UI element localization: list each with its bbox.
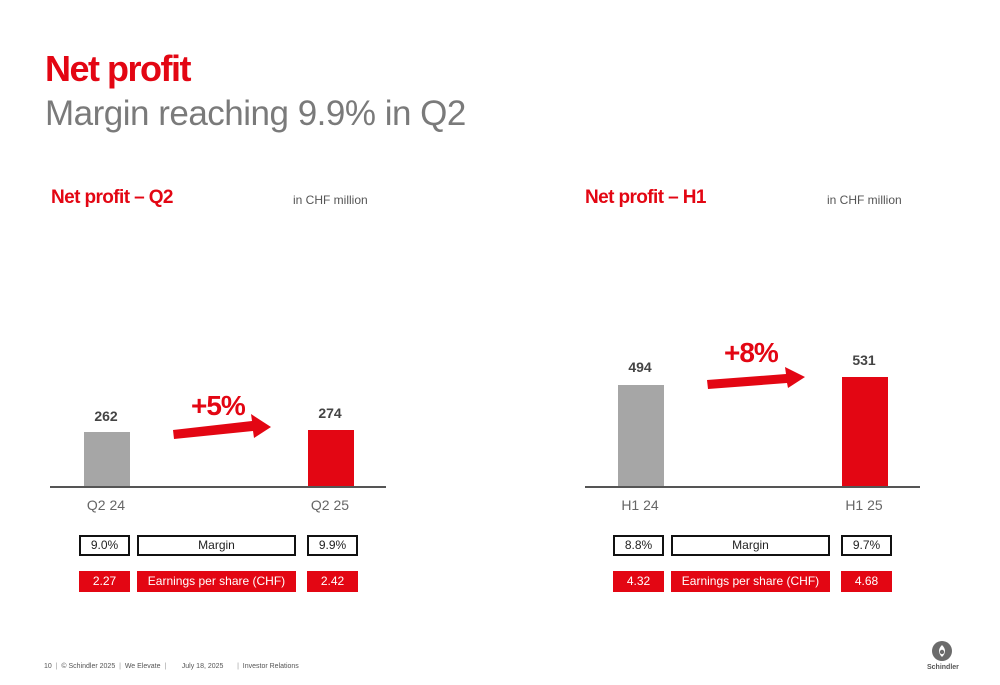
growth-label-q2: +5%: [191, 390, 246, 421]
footer: 10 | © Schindler 2025 | We Elevate | Jul…: [44, 663, 299, 670]
footer-department: Investor Relations: [242, 663, 299, 670]
margin-label: Margin: [671, 535, 830, 556]
eps-value: 2.42: [307, 571, 358, 592]
eps-label: Earnings per share (CHF): [671, 571, 830, 592]
eps-value: 4.68: [841, 571, 892, 592]
category-label: Q2 25: [310, 497, 350, 513]
bar-h1-25: [842, 377, 888, 486]
footer-separator: |: [164, 663, 167, 670]
growth-arrow-icon: [173, 414, 271, 439]
bar-value-label: 274: [318, 405, 342, 421]
bar-q2-24: [84, 432, 130, 486]
bar-value-label: 531: [852, 352, 876, 368]
bar-h1-24: [618, 385, 664, 486]
panel-title-h1: Net profit – H1: [585, 187, 706, 208]
unit-label-h1: in CHF million: [827, 193, 902, 207]
bar-q2-25: [308, 430, 354, 486]
category-label: H1 24: [621, 497, 659, 513]
margin-value: 9.9%: [307, 535, 358, 556]
eps-value: 4.32: [613, 571, 664, 592]
x-axis: [585, 486, 920, 488]
growth-arrow-icon: [707, 367, 805, 389]
page-title: Net profit: [45, 48, 191, 89]
footer-separator: |: [119, 663, 121, 670]
category-label: H1 25: [845, 497, 883, 513]
page-number: 10: [44, 663, 52, 670]
footer-copyright: © Schindler 2025: [61, 663, 116, 670]
x-axis: [50, 486, 386, 488]
category-label: Q2 24: [86, 497, 126, 513]
footer-separator: |: [55, 663, 58, 670]
margin-value: 9.7%: [841, 535, 892, 556]
footer-date: July 18, 2025: [181, 663, 224, 670]
footer-slogan: We Elevate: [124, 663, 161, 670]
margin-value: 8.8%: [613, 535, 664, 556]
eps-label: Earnings per share (CHF): [137, 571, 296, 592]
panel-title-q2: Net profit – Q2: [51, 187, 174, 208]
page-subtitle: Margin reaching 9.9% in Q2: [45, 94, 466, 133]
eps-value: 2.27: [79, 571, 130, 592]
margin-value: 9.0%: [79, 535, 130, 556]
schindler-logo-icon: [932, 641, 952, 661]
logo-text: Schindler: [927, 664, 959, 671]
growth-label-h1: +8%: [724, 337, 779, 368]
bar-value-label: 262: [94, 408, 118, 424]
unit-label-q2: in CHF million: [293, 193, 368, 207]
bar-value-label: 494: [628, 359, 652, 375]
margin-label: Margin: [137, 535, 296, 556]
footer-separator: |: [237, 663, 239, 670]
